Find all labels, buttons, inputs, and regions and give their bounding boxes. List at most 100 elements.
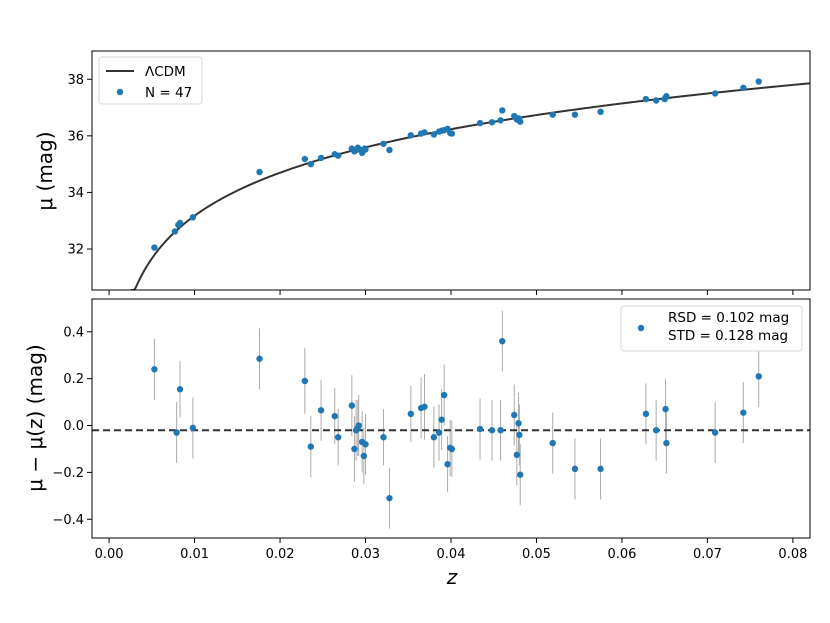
residual-point	[438, 416, 445, 423]
residual-point	[549, 439, 556, 447]
residual-point	[755, 373, 762, 380]
xtick-label: 0.05	[522, 547, 551, 562]
residual-point	[448, 445, 456, 453]
hubble-point	[663, 93, 670, 100]
xtick-label: 0.01	[180, 547, 209, 562]
lcdm-model-curve	[130, 82, 810, 290]
bottom-ytick-label: 0.2	[63, 372, 84, 387]
residual-point	[351, 445, 358, 453]
top-legend-box	[98, 56, 203, 105]
hubble-point	[755, 78, 762, 85]
residual-point	[662, 405, 669, 413]
bottom-ytick-label: 0.4	[63, 325, 84, 340]
residual-point	[444, 460, 451, 468]
x-axis-label: z	[446, 565, 458, 589]
bottom-panel: −0.4−0.20.00.20.4 0.00 0.01 0.02 0.03 0.04 0.…	[23, 298, 811, 589]
hubble-point	[740, 84, 747, 91]
residual-point	[711, 429, 719, 436]
residual-point	[360, 452, 368, 460]
hubble-point	[334, 152, 342, 159]
residual-point	[511, 411, 518, 419]
residual-point	[189, 424, 197, 432]
residual-point	[355, 422, 362, 429]
hubble-point	[176, 219, 184, 227]
top-y-axis-label: μ (mag)	[33, 131, 57, 210]
hubble-point	[317, 154, 325, 162]
hubble-point	[448, 130, 456, 137]
residual-point	[362, 441, 369, 448]
residual-point	[256, 355, 263, 362]
hubble-point	[421, 129, 428, 136]
top-ytick-label: 38	[67, 73, 84, 88]
bottom-ytick-label: 0.0	[63, 419, 84, 434]
xtick-label: 0.06	[607, 547, 636, 562]
hubble-point	[362, 146, 369, 153]
hubble-point	[499, 107, 506, 114]
bottom-y-axis-label: μ − μ(z) (mag)	[23, 344, 47, 491]
xtick-label: 0.00	[95, 547, 124, 562]
top-y-ticks: 32 34 36 38	[67, 73, 92, 257]
xtick-label: 0.03	[351, 547, 380, 562]
hubble-point	[301, 155, 309, 163]
residual-point	[421, 403, 428, 410]
residual-point	[440, 391, 448, 399]
residual-point	[516, 431, 523, 439]
top-ytick-label: 36	[67, 129, 84, 144]
residual-point	[176, 386, 184, 393]
residual-point	[515, 419, 522, 427]
residual-point	[499, 337, 506, 345]
bottom-ytick-label: −0.2	[52, 466, 84, 481]
hubble-point	[488, 119, 496, 126]
bottom-x-ticks: 0.00 0.01 0.02 0.03 0.04 0.05 0.06 0.07 0.08	[95, 538, 807, 562]
legend-residual-swatch	[637, 324, 645, 332]
residual-point	[380, 434, 387, 441]
hubble-point	[497, 117, 504, 124]
hubble-point	[652, 97, 660, 104]
legend-std-label: STD = 0.128 mag	[668, 328, 788, 344]
residual-point	[435, 429, 443, 436]
top-legend: ΛCDM N = 47	[98, 56, 203, 105]
bottom-y-ticks: −0.4 −0.2 0.0 0.2 0.4	[52, 325, 92, 528]
hubble-point	[517, 118, 524, 125]
residual-point	[740, 409, 747, 416]
hubble-point	[386, 146, 393, 154]
residual-point	[571, 465, 579, 473]
hubble-point	[380, 140, 387, 147]
top-data-points	[151, 78, 762, 251]
residual-point	[488, 427, 496, 434]
residual-data-points	[151, 337, 762, 502]
legend-point-swatch	[116, 88, 124, 96]
residual-point	[331, 412, 338, 420]
hubble-point	[430, 131, 438, 138]
bottom-legend-box	[620, 305, 803, 352]
residual-point	[597, 465, 604, 473]
residual-point	[317, 407, 325, 414]
xtick-label: 0.02	[266, 547, 295, 562]
bottom-ytick-label: −0.4	[52, 513, 84, 528]
lcdm-curve-line	[130, 82, 810, 290]
hubble-point	[189, 214, 197, 221]
residual-point	[307, 443, 315, 450]
hubble-point	[597, 108, 604, 116]
residual-point	[642, 410, 650, 418]
xtick-label: 0.07	[693, 547, 722, 562]
top-ytick-label: 34	[67, 186, 84, 201]
residual-point	[348, 402, 356, 409]
top-panel: 32 34 36 38 μ (mag) ΛCDM N = 47	[33, 50, 811, 295]
residual-point	[652, 427, 660, 434]
residual-point	[497, 427, 504, 434]
residual-point	[151, 366, 158, 373]
hubble-point	[549, 111, 556, 118]
top-ytick-label: 32	[67, 242, 84, 257]
residual-point	[407, 410, 415, 418]
hubble-point	[407, 132, 415, 139]
residual-point	[517, 471, 524, 478]
residual-point	[476, 425, 484, 433]
bottom-legend: RSD = 0.102 mag STD = 0.128 mag	[620, 305, 803, 352]
hubble-point	[307, 160, 315, 168]
legend-rsd-label: RSD = 0.102 mag	[668, 310, 789, 326]
hubble-point	[642, 95, 650, 103]
residual-point	[173, 429, 180, 436]
hubble-point	[476, 119, 484, 127]
